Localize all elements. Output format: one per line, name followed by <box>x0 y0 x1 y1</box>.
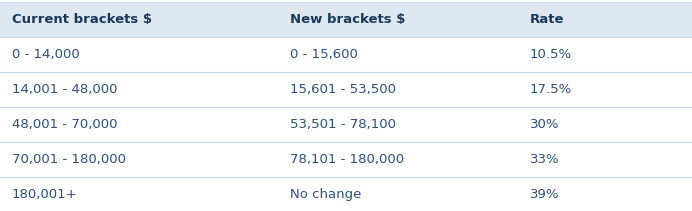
Text: 180,001+: 180,001+ <box>12 188 78 201</box>
Bar <box>0 142 692 177</box>
Bar <box>0 2 692 37</box>
Text: Rate: Rate <box>530 13 565 26</box>
Bar <box>0 107 692 142</box>
Text: 15,601 - 53,500: 15,601 - 53,500 <box>290 83 396 96</box>
Text: 33%: 33% <box>530 153 560 166</box>
Text: 78,101 - 180,000: 78,101 - 180,000 <box>290 153 404 166</box>
Text: 0 - 15,600: 0 - 15,600 <box>290 48 358 61</box>
Bar <box>0 72 692 107</box>
Text: New brackets $: New brackets $ <box>290 13 406 26</box>
Text: 10.5%: 10.5% <box>530 48 572 61</box>
Text: 53,501 - 78,100: 53,501 - 78,100 <box>290 118 396 131</box>
Text: 30%: 30% <box>530 118 560 131</box>
Text: 14,001 - 48,000: 14,001 - 48,000 <box>12 83 118 96</box>
Text: 0 - 14,000: 0 - 14,000 <box>12 48 80 61</box>
Text: 48,001 - 70,000: 48,001 - 70,000 <box>12 118 118 131</box>
Text: 17.5%: 17.5% <box>530 83 572 96</box>
Bar <box>0 37 692 72</box>
Bar <box>0 177 692 211</box>
Text: Current brackets $: Current brackets $ <box>12 13 152 26</box>
Text: 39%: 39% <box>530 188 560 201</box>
Text: 70,001 - 180,000: 70,001 - 180,000 <box>12 153 126 166</box>
Text: No change: No change <box>290 188 361 201</box>
